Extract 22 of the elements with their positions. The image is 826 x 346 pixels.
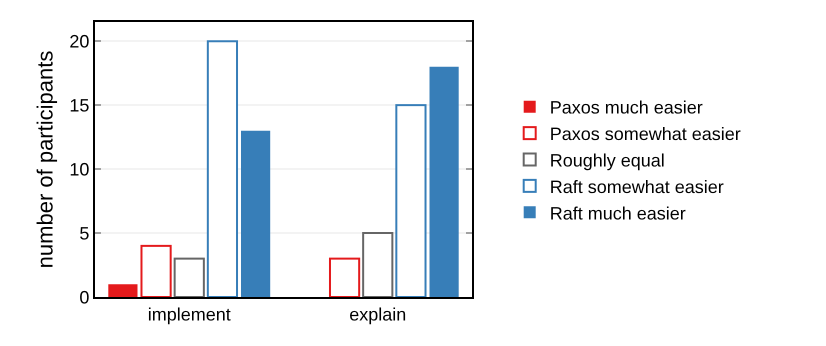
bar: [328, 258, 360, 297]
bar: [241, 130, 270, 297]
y-axis-title: number of participants: [32, 50, 58, 268]
x-tick-label: explain: [349, 304, 406, 325]
legend-label: Raft somewhat easier: [550, 176, 724, 197]
y-tick-label: 15: [69, 95, 90, 116]
bar: [174, 258, 205, 297]
x-tick-label: implement: [148, 304, 231, 325]
bar: [206, 40, 238, 297]
legend-label: Roughly equal: [550, 150, 665, 171]
bar: [362, 232, 394, 297]
legend-label: Raft much easier: [550, 203, 686, 224]
bar: [395, 104, 427, 297]
bar: [430, 66, 459, 297]
y-tick-label: 5: [79, 223, 90, 244]
legend-label: Paxos somewhat easier: [550, 124, 741, 144]
bar: [108, 284, 138, 297]
y-tick-label: 0: [79, 287, 90, 308]
bar: [140, 244, 172, 297]
legend-label: Paxos much easier: [550, 98, 703, 118]
y-tick-label: 10: [69, 159, 90, 180]
y-tick-label: 20: [69, 31, 90, 52]
